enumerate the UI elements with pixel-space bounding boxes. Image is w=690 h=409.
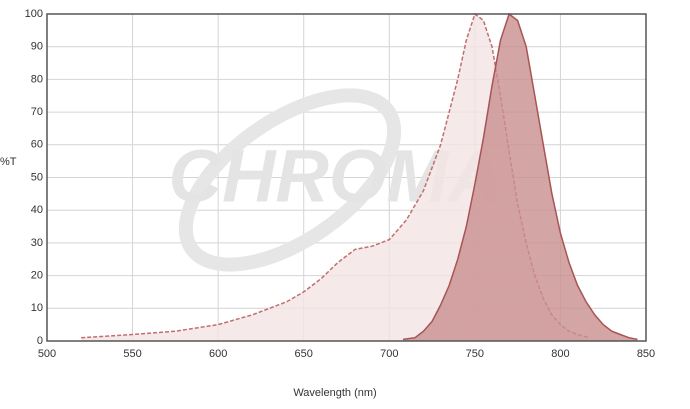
y-tick-label: 80 [31, 73, 43, 85]
x-tick-label: 800 [551, 348, 569, 360]
y-tick-label: 0 [37, 335, 43, 347]
y-tick-label: 50 [31, 171, 43, 183]
x-tick-label: 600 [209, 348, 227, 360]
plot-frame [46, 13, 647, 342]
area-fill [402, 14, 638, 341]
y-tick-label: 70 [31, 106, 43, 118]
y-tick-label: 20 [31, 270, 43, 282]
y-tick-label: 10 [31, 302, 43, 314]
y-tick-label: 30 [31, 237, 43, 249]
x-tick-label: 750 [466, 348, 484, 360]
x-tick-label: 500 [38, 348, 56, 360]
y-tick-label: 90 [31, 41, 43, 53]
y-tick-label: 40 [31, 204, 43, 216]
plots [81, 12, 638, 341]
x-axis-label: Wavelength (nm) [293, 387, 376, 399]
x-tick-label: 650 [295, 348, 313, 360]
watermark-swoosh [178, 88, 402, 272]
y-tick-label: 60 [31, 139, 43, 151]
y-axis-label: %T [0, 156, 17, 168]
x-tick-label: 550 [123, 348, 141, 360]
y-tick-label: 100 [25, 8, 43, 20]
x-tick-label: 850 [637, 348, 655, 360]
series-line [402, 12, 638, 341]
x-tick-label: 700 [380, 348, 398, 360]
